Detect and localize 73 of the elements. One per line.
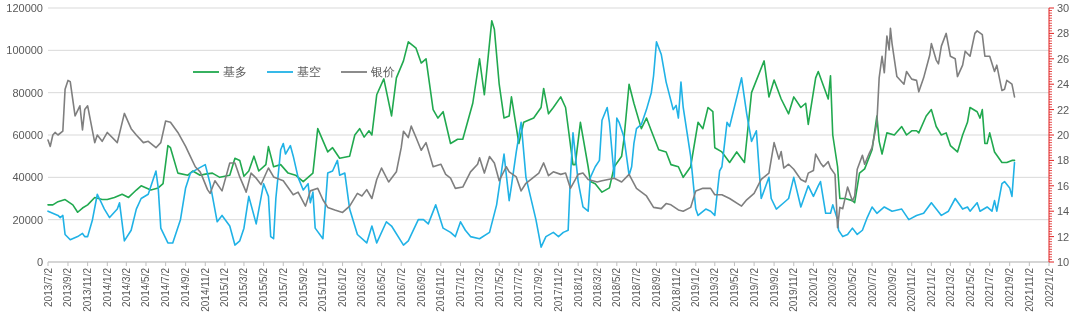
- y-tick-label: 0: [36, 256, 43, 268]
- y2-tick-label: 16: [1057, 179, 1070, 192]
- x-tick-label: 2021/11/2: [1023, 267, 1035, 312]
- x-tick-label: 2014/1/2: [101, 267, 113, 307]
- x-tick-label: 2019/5/2: [728, 267, 740, 307]
- x-tick-label: 2013/11/2: [82, 267, 94, 312]
- x-tick-label: 2017/9/2: [533, 267, 545, 307]
- x-tick-label: 2022/1/2: [1043, 267, 1055, 307]
- x-tick-label: 2020/5/2: [846, 267, 858, 307]
- y2-tick-label: 30: [1057, 2, 1070, 14]
- y-tick-label: 100000: [6, 44, 43, 57]
- x-tick-label: 2016/7/2: [395, 267, 407, 307]
- y2-tick-label: 10: [1057, 256, 1070, 268]
- x-tick-label: 2017/3/2: [474, 267, 486, 307]
- x-tick-label: 2014/11/2: [199, 267, 211, 312]
- y-tick-label: 40000: [12, 171, 43, 184]
- x-tick-label: 2015/3/2: [238, 267, 250, 307]
- x-tick-label: 2019/11/2: [788, 267, 800, 312]
- x-tick-label: 2014/5/2: [140, 267, 152, 307]
- y2-tick-label: 24: [1057, 78, 1070, 91]
- x-tick-label: 2013/7/2: [42, 267, 54, 307]
- y2-tick-label: 14: [1057, 205, 1070, 218]
- y2-tick-label: 22: [1057, 103, 1070, 116]
- x-tick-label: 2019/3/2: [709, 267, 721, 307]
- x-tick-label: 2014/7/2: [160, 267, 172, 307]
- x-tick-label: 2014/9/2: [180, 267, 192, 307]
- legend-label: 基多: [223, 65, 247, 79]
- x-tick-label: 2020/7/2: [866, 267, 878, 307]
- y2-tick-label: 12: [1057, 230, 1070, 243]
- x-tick-label: 2015/7/2: [277, 267, 289, 307]
- x-tick-label: 2018/7/2: [630, 267, 642, 307]
- x-tick-label: 2017/5/2: [493, 267, 505, 307]
- x-tick-label: 2017/7/2: [513, 267, 525, 307]
- y-tick-label: 20000: [12, 213, 43, 226]
- x-tick-label: 2013/9/2: [62, 267, 74, 307]
- x-tick-label: 2020/9/2: [886, 267, 898, 307]
- x-tick-label: 2016/9/2: [415, 267, 427, 307]
- x-tick-label: 2020/11/2: [906, 267, 918, 312]
- x-tick-label: 2019/1/2: [690, 267, 702, 307]
- x-tick-label: 2014/3/2: [120, 267, 132, 307]
- x-tick-label: 2016/5/2: [376, 267, 388, 307]
- x-tick-label: 2021/7/2: [984, 267, 996, 307]
- x-tick-label: 2019/9/2: [768, 267, 780, 307]
- x-tick-label: 2015/11/2: [317, 267, 329, 312]
- x-tick-label: 2021/1/2: [925, 267, 937, 307]
- y-tick-label: 60000: [12, 129, 43, 141]
- x-tick-label: 2019/7/2: [748, 267, 760, 307]
- y2-tick-label: 18: [1057, 154, 1070, 167]
- x-tick-label: 2018/11/2: [670, 267, 682, 312]
- y2-tick-label: 20: [1057, 129, 1070, 141]
- x-tick-label: 2015/1/2: [219, 267, 231, 307]
- x-tick-label: 2016/11/2: [435, 267, 447, 312]
- x-tick-label: 2017/1/2: [455, 267, 467, 307]
- y2-tick-label: 26: [1057, 52, 1070, 65]
- legend-label: 基空: [297, 65, 321, 79]
- y-tick-label: 120000: [6, 2, 43, 14]
- x-tick-label: 2021/3/2: [944, 267, 956, 307]
- x-tick-label: 2018/3/2: [591, 267, 603, 307]
- x-tick-label: 2015/9/2: [297, 267, 309, 307]
- y-tick-label: 80000: [12, 86, 43, 99]
- y2-tick-label: 28: [1057, 27, 1070, 40]
- x-tick-label: 2021/9/2: [1004, 267, 1016, 307]
- x-tick-label: 2018/5/2: [611, 267, 623, 307]
- x-tick-label: 2018/9/2: [650, 267, 662, 307]
- x-tick-label: 2017/11/2: [552, 267, 564, 312]
- legend-label: 银价: [370, 65, 395, 79]
- x-tick-label: 2016/3/2: [356, 267, 368, 307]
- x-tick-label: 2021/5/2: [964, 267, 976, 307]
- x-tick-label: 2020/1/2: [807, 267, 819, 307]
- x-tick-label: 2018/1/2: [572, 267, 584, 307]
- x-tick-label: 2020/3/2: [827, 267, 839, 307]
- x-tick-label: 2016/1/2: [337, 267, 349, 307]
- x-tick-label: 2015/5/2: [258, 267, 270, 307]
